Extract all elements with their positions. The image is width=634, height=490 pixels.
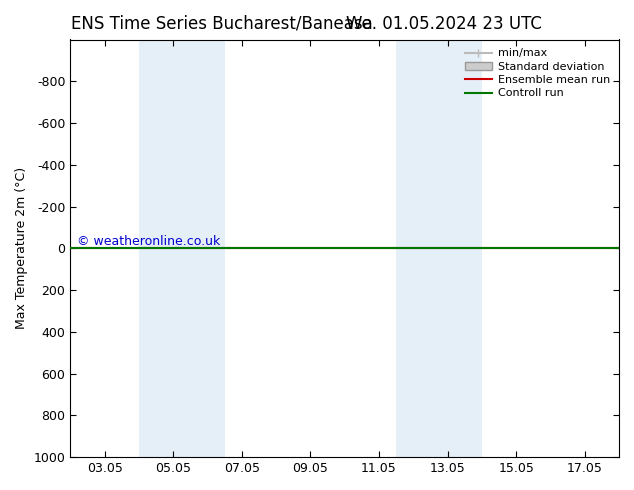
Text: We. 01.05.2024 23 UTC: We. 01.05.2024 23 UTC	[346, 15, 541, 33]
Y-axis label: Max Temperature 2m (°C): Max Temperature 2m (°C)	[15, 167, 28, 329]
Bar	[139, 40, 224, 457]
Legend: min/max, Standard deviation, Ensemble mean run, Controll run: min/max, Standard deviation, Ensemble me…	[461, 45, 614, 102]
Bar	[396, 40, 482, 457]
Text: © weatheronline.co.uk: © weatheronline.co.uk	[77, 235, 221, 248]
Text: ENS Time Series Bucharest/Baneasa: ENS Time Series Bucharest/Baneasa	[71, 15, 373, 33]
